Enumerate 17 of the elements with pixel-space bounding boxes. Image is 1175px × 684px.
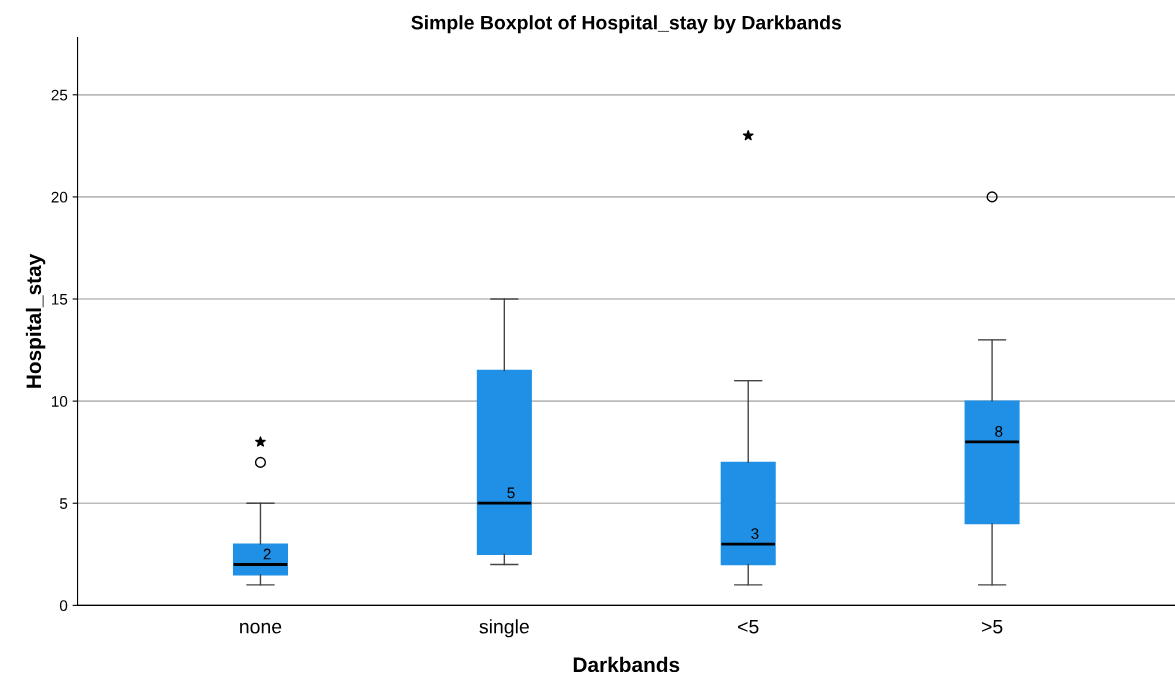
- y-tick-label: 5: [59, 498, 68, 509]
- x-tick-label: single: [479, 619, 529, 638]
- x-tick-label: >5: [981, 619, 1003, 634]
- x-tick-label: <5: [738, 619, 759, 634]
- y-axis-title: Hospital_stay: [25, 253, 46, 388]
- y-tick-label: 25: [51, 89, 68, 101]
- y-tick-label: 20: [51, 191, 68, 203]
- y-tick-label: 10: [52, 395, 68, 407]
- text: 8: [995, 426, 1003, 437]
- text: 2: [263, 548, 271, 560]
- chart-title: Simple Boxplot of Hospital_stay by Darkbands: [411, 15, 842, 34]
- x-axis-title: Darkbands: [573, 656, 680, 673]
- text: 5: [507, 487, 515, 499]
- y-tick-label: 15: [52, 294, 68, 305]
- y-tick-label: 0: [59, 600, 68, 612]
- text: 3: [751, 528, 759, 540]
- x-tick-label: none: [240, 622, 282, 634]
